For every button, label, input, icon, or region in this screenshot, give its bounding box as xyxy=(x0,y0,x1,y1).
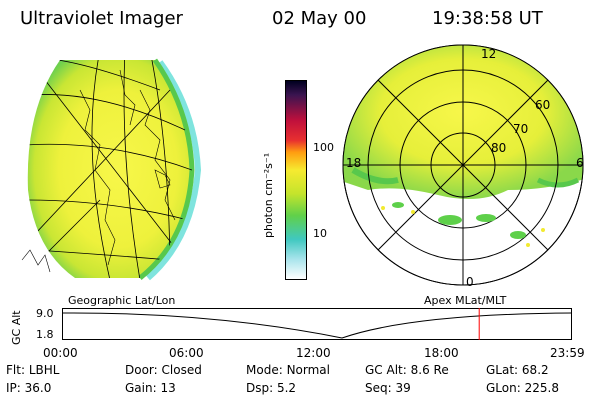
lat-label-80: 80 xyxy=(491,141,507,155)
lat-label-60: 60 xyxy=(535,98,551,112)
status-mode: Mode: Normal xyxy=(246,363,330,377)
instrument-title: Ultraviolet Imager xyxy=(20,8,183,29)
mlt-label-12: 12 xyxy=(481,47,497,61)
mlt-label-0: 0 xyxy=(466,275,474,289)
polar-panel-label: Apex MLat/MLT xyxy=(424,294,507,307)
status-ip: IP: 36.0 xyxy=(6,381,52,395)
altitude-plot xyxy=(61,308,573,340)
altitude-ytick-low: 1.8 xyxy=(36,328,54,341)
status-glon: GLon: 225.8 xyxy=(486,381,559,395)
altitude-ytick-high: 9.0 xyxy=(36,307,54,320)
altitude-xtick-3: 18:00 xyxy=(424,346,459,360)
altitude-ylabel: GC Alt xyxy=(10,310,23,345)
colorbar xyxy=(285,80,307,280)
lat-label-70: 70 xyxy=(513,122,529,136)
colorbar-tick-10: 10 xyxy=(313,227,327,240)
geographic-image xyxy=(21,58,202,281)
colorbar-unit-label: photon cm⁻²s⁻¹ xyxy=(262,152,275,238)
altitude-xtick-2: 12:00 xyxy=(296,346,331,360)
polar-image xyxy=(342,44,584,286)
mlt-label-6: 6 xyxy=(576,156,584,170)
geo-panel-label: Geographic Lat/Lon xyxy=(68,294,176,307)
altitude-xtick-0: 00:00 xyxy=(43,346,78,360)
altitude-xtick-4: 23:59 xyxy=(550,346,585,360)
status-seq: Seq: 39 xyxy=(365,381,411,395)
status-dsp: Dsp: 5.2 xyxy=(246,381,297,395)
time-label: 19:38:58 UT xyxy=(432,8,543,29)
altitude-xtick-1: 06:00 xyxy=(169,346,204,360)
colorbar-tick-100: 100 xyxy=(313,141,334,154)
status-flt: Flt: LBHL xyxy=(6,363,60,377)
status-glat: GLat: 68.2 xyxy=(486,363,549,377)
status-gain: Gain: 13 xyxy=(125,381,176,395)
status-door: Door: Closed xyxy=(125,363,202,377)
date-label: 02 May 00 xyxy=(272,8,367,29)
status-gc-alt: GC Alt: 8.6 Re xyxy=(365,363,449,377)
mlt-label-18: 18 xyxy=(346,156,362,170)
